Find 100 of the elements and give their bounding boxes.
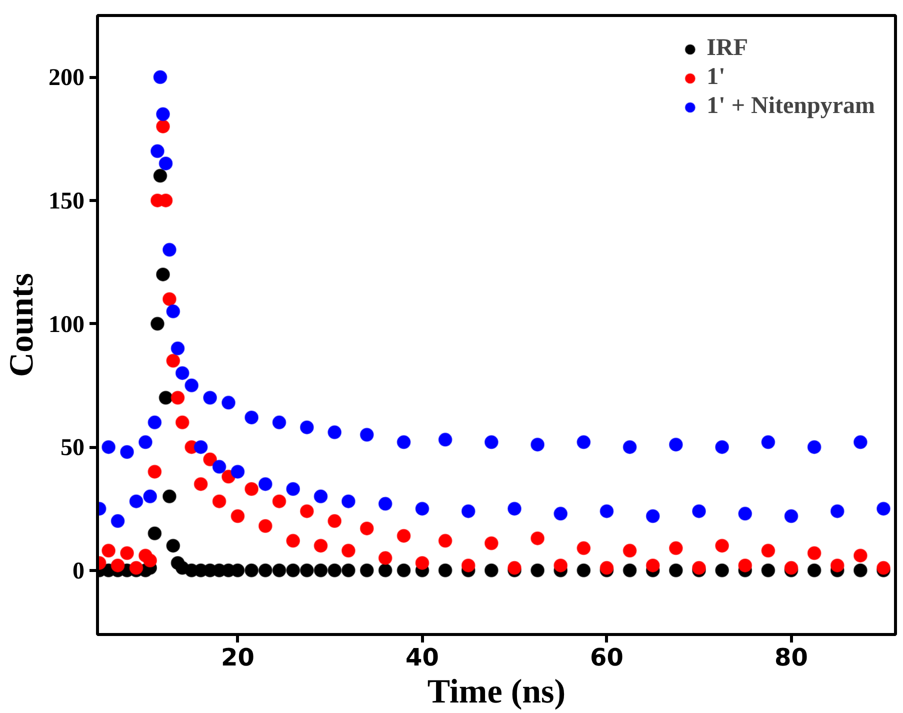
point: [153, 70, 168, 84]
point: [194, 477, 208, 492]
point: [148, 464, 162, 479]
point: [438, 563, 452, 578]
point: [668, 563, 683, 578]
point: [378, 551, 392, 566]
point: [738, 558, 752, 572]
point: [461, 558, 476, 572]
point: [110, 558, 125, 572]
point: [138, 435, 152, 450]
point: [150, 316, 164, 331]
y-tick-label: 0: [72, 558, 84, 584]
point: [507, 502, 522, 516]
point: [212, 460, 226, 474]
point: [484, 563, 498, 578]
point: [314, 538, 328, 553]
point: [156, 119, 170, 134]
point: [761, 435, 776, 450]
point: [853, 435, 868, 450]
point: [530, 563, 545, 578]
point: [300, 504, 314, 518]
point: [530, 531, 545, 546]
point: [158, 156, 173, 170]
point: [175, 366, 190, 380]
point: [738, 506, 752, 521]
point: [328, 514, 342, 528]
point: [286, 534, 300, 548]
point: [378, 563, 392, 578]
point: [110, 514, 125, 528]
point: [156, 267, 170, 282]
point: [286, 563, 300, 578]
x-tick-label: 40: [406, 644, 439, 672]
point: [184, 378, 199, 392]
point: [328, 563, 342, 578]
point: [129, 560, 144, 575]
point: [360, 521, 374, 536]
point: [129, 494, 144, 508]
point: [396, 563, 411, 578]
point: [360, 428, 374, 442]
point: [314, 489, 328, 504]
point: [807, 546, 822, 560]
point: [622, 440, 637, 454]
y-axis-title: Counts: [4, 273, 40, 377]
point: [258, 519, 272, 533]
point: [272, 415, 286, 430]
point: [396, 435, 411, 450]
point: [853, 563, 868, 578]
point: [807, 440, 822, 454]
point: [554, 506, 568, 521]
point: [120, 546, 134, 560]
point: [692, 504, 706, 518]
point: [300, 563, 314, 578]
point: [170, 390, 185, 405]
point: [166, 304, 180, 318]
point: [530, 438, 545, 452]
point: [341, 563, 356, 578]
point: [761, 544, 776, 558]
y-tick-label: 200: [48, 65, 84, 92]
point: [484, 536, 498, 550]
point: [162, 292, 176, 306]
point: [341, 544, 356, 558]
point: [102, 544, 116, 558]
point: [230, 509, 245, 524]
point: [784, 560, 798, 575]
x-tick-label: 20: [221, 644, 254, 672]
point: [876, 560, 891, 575]
point: [576, 563, 591, 578]
point: [170, 341, 185, 356]
point: [102, 440, 116, 454]
point: [158, 390, 173, 405]
point: [148, 415, 162, 430]
point: [166, 538, 180, 553]
point: [415, 556, 430, 570]
point: [203, 390, 218, 405]
y-tick-label: 50: [60, 435, 84, 462]
point: [194, 440, 208, 454]
point: [341, 494, 356, 508]
point: [415, 502, 430, 516]
point: [600, 560, 614, 575]
point: [222, 396, 236, 410]
point: [830, 504, 844, 518]
point: [396, 528, 411, 543]
point: [328, 425, 342, 440]
point: [484, 435, 498, 450]
point: [438, 534, 452, 548]
point: [507, 560, 522, 575]
legend-label: IRF: [706, 35, 748, 62]
point: [876, 502, 891, 516]
point: [162, 489, 176, 504]
legend-label: 1' + Nitenpyram: [706, 93, 875, 120]
y-tick-label: 100: [48, 312, 84, 338]
x-tick-label: 80: [774, 644, 808, 672]
point: [715, 538, 730, 553]
point: [692, 560, 706, 575]
point: [212, 494, 226, 508]
point: [203, 452, 218, 466]
point: [244, 563, 259, 578]
point: [853, 548, 868, 563]
point: [576, 541, 591, 556]
point: [143, 554, 158, 568]
